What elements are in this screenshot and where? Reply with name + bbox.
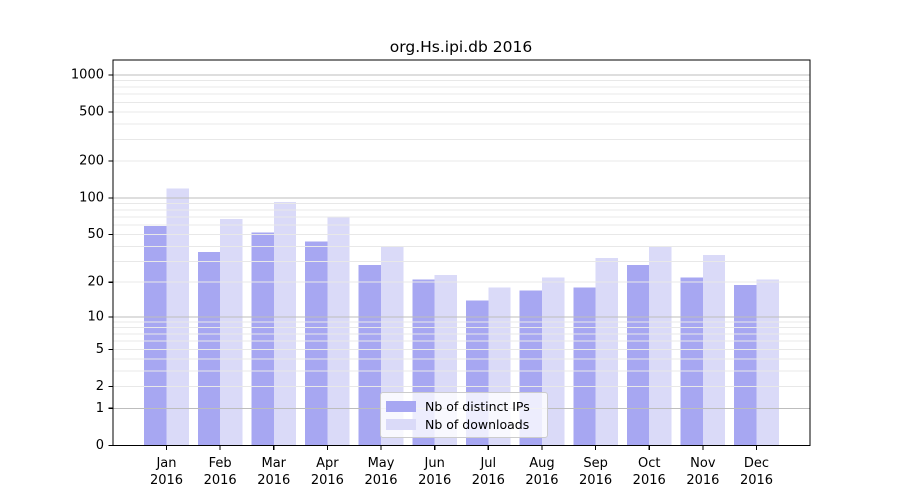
bar-downloads-feb <box>220 219 243 446</box>
bar-distinct-ips-mar <box>251 232 274 446</box>
bar-distinct-ips-oct <box>626 264 650 446</box>
x-tick-label-year: 2016 <box>740 473 773 488</box>
x-tick-label-year: 2016 <box>418 473 451 488</box>
bar-downloads-apr <box>327 217 350 446</box>
x-tick-label-month: Aug <box>529 456 554 471</box>
x-tick-label-year: 2016 <box>364 473 397 488</box>
bar-downloads-sep <box>595 257 618 446</box>
legend-label-downloads: Nb of downloads <box>425 416 530 432</box>
x-tick-label-year: 2016 <box>204 473 237 488</box>
x-tick-label-month: Nov <box>690 456 716 471</box>
legend-swatch-downloads <box>386 418 416 430</box>
x-tick-label-year: 2016 <box>525 473 558 488</box>
bar-distinct-ips-dec <box>734 284 757 446</box>
x-tick-label-month: May <box>368 456 395 471</box>
legend: Nb of distinct IPs Nb of downloads <box>380 392 548 438</box>
y-tick-label: 2 <box>96 379 104 394</box>
x-tick-label-year: 2016 <box>579 473 612 488</box>
x-tick-label-month: Jul <box>479 456 496 471</box>
x-tick-label-month: Jan <box>155 456 176 471</box>
legend-item-downloads: Nb of downloads <box>386 416 537 433</box>
x-tick-label-month: Mar <box>262 456 287 471</box>
x-tick-label-month: Oct <box>638 456 660 471</box>
legend-label-distinct-ips: Nb of distinct IPs <box>425 398 530 414</box>
y-tick-label: 1 <box>96 401 104 416</box>
y-tick-label: 0 <box>96 438 104 453</box>
axes-box <box>112 59 811 447</box>
bar-distinct-ips-may <box>358 264 382 446</box>
chart-title: org.Hs.ipi.db 2016 <box>390 38 532 56</box>
y-tick-label: 20 <box>87 275 104 290</box>
bar-downloads-mar <box>273 201 297 446</box>
x-tick-label-year: 2016 <box>150 473 183 488</box>
x-tick-label-year: 2016 <box>472 473 505 488</box>
y-tick-label: 50 <box>87 227 104 242</box>
y-tick-label: 500 <box>79 105 104 120</box>
y-tick-label: 1000 <box>71 67 104 82</box>
y-tick-label: 100 <box>79 190 104 205</box>
y-tick-label: 10 <box>87 309 104 324</box>
x-tick-label-year: 2016 <box>257 473 290 488</box>
bar-distinct-ips-apr <box>305 241 328 446</box>
x-tick-label-month: Apr <box>316 456 339 471</box>
y-tick-label: 200 <box>79 154 104 169</box>
bar-distinct-ips-feb <box>197 251 221 446</box>
x-tick-label-month: Dec <box>744 456 769 471</box>
x-tick-label-month: Jun <box>424 456 445 471</box>
bar-downloads-dec <box>756 279 779 446</box>
x-tick-label-year: 2016 <box>686 473 719 488</box>
bar-distinct-ips-sep <box>573 287 596 446</box>
x-tick-label-year: 2016 <box>633 473 666 488</box>
legend-item-distinct-ips: Nb of distinct IPs <box>386 398 537 415</box>
bar-downloads-nov <box>702 254 726 446</box>
bar-distinct-ips-jan <box>144 225 167 446</box>
bar-distinct-ips-nov <box>680 277 703 446</box>
x-tick-label-year: 2016 <box>311 473 344 488</box>
x-tick-label-month: Feb <box>209 456 232 471</box>
legend-swatch-distinct-ips <box>386 400 416 412</box>
x-tick-label-month: Sep <box>583 456 608 471</box>
bar-downloads-oct <box>649 246 672 446</box>
y-tick-label: 5 <box>96 342 104 357</box>
